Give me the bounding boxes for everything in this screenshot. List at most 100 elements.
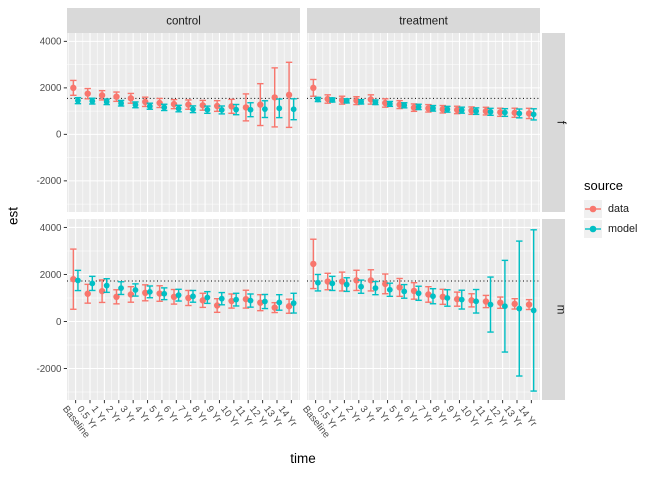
strip-col-treatment: [307, 8, 540, 33]
model-point: [146, 103, 153, 110]
panel-treatment-m: [307, 219, 540, 400]
y-tick-label: 2000: [40, 83, 62, 94]
data-point: [338, 278, 346, 285]
model-point: [343, 281, 350, 288]
model-point: [444, 295, 451, 301]
y-tick-label: 4000: [40, 223, 62, 234]
data-point: [410, 287, 418, 295]
model-point: [262, 106, 268, 113]
data-point: [468, 297, 475, 304]
panel-control-f: [67, 33, 300, 212]
y-tick-label: 4000: [40, 37, 62, 48]
model-point: [103, 98, 110, 105]
data-point: [257, 299, 264, 306]
model-point: [118, 285, 124, 292]
model-point: [233, 106, 240, 113]
model-point: [190, 293, 196, 300]
data-point: [439, 293, 446, 301]
model-point: [358, 98, 364, 105]
model-point: [75, 97, 81, 104]
model-point: [161, 290, 168, 297]
gridlines-major: [307, 219, 540, 400]
model-point: [487, 301, 494, 308]
data-point: [425, 105, 432, 112]
model-point: [473, 108, 480, 115]
model-point: [343, 97, 350, 104]
data-point: [98, 287, 106, 295]
data-point: [396, 284, 403, 291]
data-point: [353, 277, 360, 284]
data-point: [482, 107, 490, 115]
model-point: [473, 298, 480, 305]
model-point: [262, 298, 268, 305]
model-point: [290, 300, 297, 307]
model-point: [386, 286, 393, 293]
data-point: [324, 278, 331, 285]
data-point: [271, 304, 278, 311]
y-axis-title: est: [5, 206, 21, 226]
data-point: [142, 98, 149, 106]
gridlines-minor: [307, 33, 540, 212]
gridlines-major: [67, 33, 300, 212]
series-data: [310, 238, 533, 311]
strip-col-control: [67, 8, 300, 33]
data-point: [511, 109, 518, 116]
data-point: [70, 275, 77, 283]
panel-treatment-f: [307, 33, 540, 212]
data-point: [170, 100, 178, 108]
data-point: [242, 104, 250, 111]
data-point: [185, 294, 192, 302]
data-point: [285, 303, 293, 310]
model-point: [386, 101, 393, 107]
model-point: [401, 102, 408, 109]
model-point: [146, 288, 153, 295]
data-point: [84, 90, 91, 97]
legend: source data model: [584, 178, 637, 240]
axis-ticks: [63, 40, 532, 404]
series-model: [74, 269, 297, 314]
model-point: [132, 287, 139, 293]
y-tick-label: 0: [56, 130, 62, 141]
gridlines-minor: [67, 219, 300, 400]
model-point: [502, 109, 508, 116]
model-point: [175, 105, 182, 112]
legend-key-model-icon: [584, 220, 602, 238]
model-point: [358, 283, 364, 290]
data-point: [468, 107, 475, 114]
model-point: [401, 288, 408, 295]
model-point: [458, 296, 465, 303]
model-point: [190, 106, 196, 113]
data-point: [242, 295, 250, 303]
y-tick-label: -2000: [36, 364, 62, 375]
data-point: [213, 302, 221, 309]
data-point: [482, 298, 490, 305]
data-point: [185, 101, 192, 108]
strip-col-label-control: control: [166, 16, 201, 28]
series-model: [314, 229, 537, 392]
data-point: [525, 110, 533, 117]
data-point: [367, 277, 375, 284]
y-tick-label: 2000: [40, 270, 62, 281]
model-point: [415, 290, 422, 297]
model-point: [516, 110, 523, 117]
data-point: [156, 99, 163, 107]
model-point: [276, 299, 283, 306]
model-point: [175, 292, 182, 299]
gridlines-minor: [307, 219, 540, 400]
strip-row-f: [542, 33, 565, 212]
model-point: [329, 280, 336, 287]
gridlines-minor: [67, 33, 300, 212]
model-point: [372, 285, 379, 292]
data-point: [84, 290, 91, 297]
legend-label-data: data: [608, 203, 630, 215]
y-tick-label: 0: [56, 317, 62, 328]
y-tick-label: -2000: [36, 176, 62, 187]
gridlines-major: [307, 33, 540, 212]
model-point: [372, 99, 379, 106]
model-point: [218, 107, 225, 113]
data-point: [425, 291, 432, 298]
legend-item-model: model: [584, 220, 637, 238]
model-point: [89, 98, 96, 105]
data-point: [98, 92, 106, 99]
